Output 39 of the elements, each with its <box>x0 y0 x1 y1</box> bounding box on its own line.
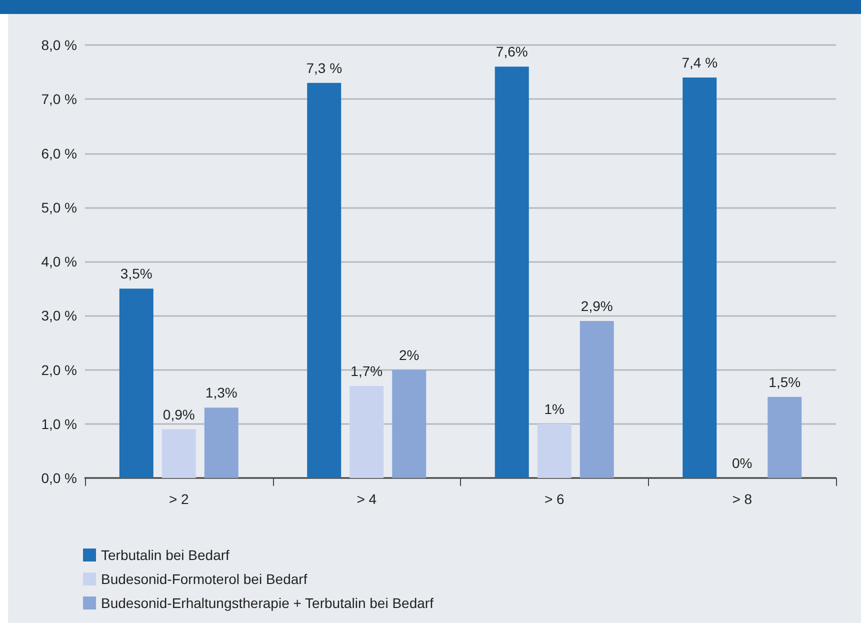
data-label: 7,6% <box>496 44 528 60</box>
y-tick-label: 7,0 % <box>41 91 77 108</box>
y-tick-label: 8,0 % <box>41 37 77 53</box>
legend-label: Budesonid-Formoterol bei Bedarf <box>101 571 308 587</box>
y-tick-label: 1,0 % <box>41 416 77 432</box>
data-label: 1% <box>544 400 564 417</box>
x-tick-label: > 8 <box>732 491 752 507</box>
legend-label: Budesonid-Erhaltungstherapie + Terbutalin bei Bedarf <box>101 595 434 611</box>
bar <box>307 82 342 478</box>
y-tick-label: 0,0 % <box>41 470 77 486</box>
y-tick-label: 4,0 % <box>41 254 77 270</box>
x-tick-label: > 4 <box>356 491 377 507</box>
data-label: 7,3 % <box>306 60 342 76</box>
bar <box>162 429 196 478</box>
data-label: 2% <box>399 346 420 363</box>
x-tick-label: > 2 <box>168 491 190 507</box>
data-label: 1,3% <box>205 384 238 401</box>
bar <box>392 370 426 478</box>
data-label: 1,7% <box>350 362 383 379</box>
data-label: 7,4 % <box>682 54 718 70</box>
data-label: 2,9% <box>580 298 613 314</box>
bar <box>580 321 614 478</box>
data-label: 1,5% <box>768 374 801 390</box>
y-tick-label: 6,0 % <box>41 145 77 162</box>
legend-label: Terbutalin bei Bedarf <box>101 547 230 563</box>
data-label: 0,9% <box>162 406 195 422</box>
bar <box>768 396 802 478</box>
bar <box>119 288 154 478</box>
data-label: 0% <box>732 455 752 471</box>
y-tick-label: 3,0 % <box>41 308 77 324</box>
bar <box>204 408 238 478</box>
bar <box>537 424 572 478</box>
data-label: 3,5% <box>120 266 152 282</box>
y-tick-label: 2,0 % <box>41 362 77 378</box>
y-tick-label: 5,0 % <box>41 199 77 216</box>
bar <box>494 66 529 478</box>
x-tick-label: > 6 <box>544 491 565 507</box>
bar <box>350 386 384 478</box>
bar <box>682 77 717 478</box>
